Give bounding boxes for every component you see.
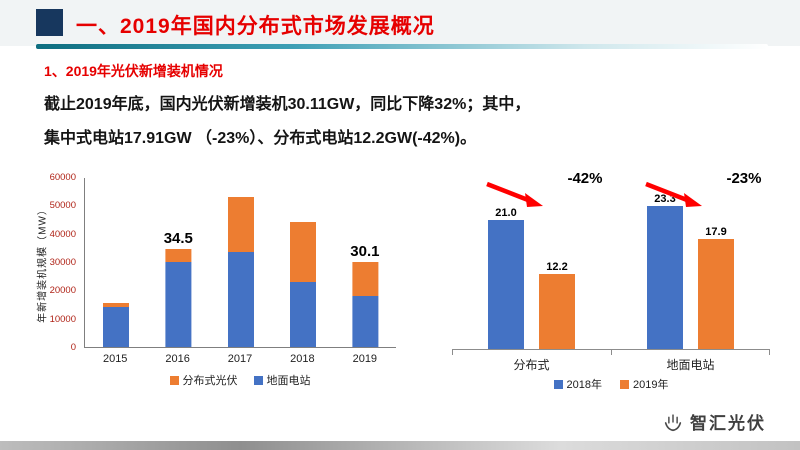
- bar-rect: [647, 205, 683, 349]
- y-tick-label: 0: [70, 342, 76, 353]
- stacked-bar-2016: 34.5: [147, 178, 209, 347]
- right-chart-plot: 21.0 12.2 -42% 23.3 17.9 -23%: [452, 170, 770, 355]
- bar-value-label: 23.3: [654, 192, 676, 205]
- bottom-bar: [0, 441, 800, 450]
- segment-distributed: [165, 249, 192, 262]
- left-chart-plot: 34.5 30.1: [84, 178, 396, 348]
- legend-swatch: [620, 379, 629, 389]
- legend-item: 2019年: [620, 376, 668, 392]
- segment-distributed: [103, 303, 130, 308]
- y-tick-label: 10000: [49, 313, 76, 325]
- bar-group-分布式: 21.0 12.2 -42%: [452, 170, 611, 349]
- segment-distributed: [289, 222, 316, 282]
- left-chart: 年新增装机规模（MW） 0 10000 20000 30000 40000 50000 60…: [26, 160, 428, 388]
- x-tick-label: 2016: [165, 353, 190, 365]
- body-line-1: 截止2019年底，国内光伏新增装机30.11GW，同比下降32%；其中，: [44, 96, 531, 113]
- right-chart: 21.0 12.2 -42% 23.3 17.9 -23% 分布式 地面电站 2018年 20…: [446, 168, 776, 391]
- bar-stack: [289, 222, 316, 347]
- body-text: 截止2019年底，国内光伏新增装机30.11GW，同比下降32%；其中， 集中式…: [44, 88, 530, 157]
- left-chart-legend: 分布式光伏 地面电站: [84, 372, 396, 388]
- logo-text: 智汇光伏: [690, 414, 766, 433]
- legend-label: 分布式光伏: [182, 375, 238, 387]
- bar-total-label: 34.5: [163, 230, 193, 248]
- segment-ground: [165, 262, 192, 347]
- segment-distributed: [227, 196, 254, 253]
- y-tick-label: 50000: [49, 200, 76, 212]
- right-chart-legend: 2018年 2019年: [452, 376, 770, 392]
- x-axis-tick: [769, 350, 770, 355]
- legend-label: 2018年: [566, 379, 602, 391]
- y-tick-label: 30000: [49, 257, 76, 268]
- stacked-bar-2015: [85, 178, 147, 347]
- zhihui-pv-logo: 智汇光伏: [662, 409, 766, 434]
- legend-item: 2018年: [553, 376, 602, 392]
- segment-ground: [351, 296, 378, 347]
- bar-2019年: 12.2: [539, 190, 575, 349]
- y-tick-label: 40000: [49, 228, 76, 240]
- legend-swatch: [169, 375, 179, 385]
- x-axis-tick: [611, 350, 612, 355]
- bar-stack: [103, 303, 130, 347]
- decline-percent-label: -42%: [567, 170, 603, 187]
- title-decoration-square: [36, 9, 63, 36]
- bar-rect: [539, 273, 575, 349]
- stacked-bar-2017: [209, 178, 271, 347]
- bar-value-label: 21.0: [495, 206, 517, 219]
- bar-rect: [698, 238, 734, 349]
- bar-group-地面电站: 23.3 17.9 -23%: [611, 170, 770, 349]
- body-line-2: 集中式电站17.91GW （-23%）、分布式电站12.2GW(-42%)。: [44, 130, 477, 148]
- legend-item: 分布式光伏: [169, 372, 238, 388]
- right-chart-xlabels: 分布式 地面电站: [452, 356, 770, 373]
- left-chart-xlabels: 2015 2016 2017 2018 2019: [84, 353, 396, 365]
- bar-rect: [488, 219, 524, 349]
- decline-annotation: -42%: [457, 170, 607, 216]
- bar-2018年: 21.0: [488, 190, 524, 349]
- bar-stack: [227, 196, 254, 347]
- x-tick-label: 2019: [352, 353, 378, 365]
- bar-total-label: 30.1: [350, 242, 380, 260]
- bar-value-label: 12.2: [546, 260, 568, 273]
- x-axis-tick: [452, 350, 453, 355]
- page-title: 一、2019年国内分布式市场发展概况: [76, 15, 435, 38]
- bar-2019年: 17.9: [698, 190, 734, 349]
- x-tick-label: 2018: [290, 353, 315, 365]
- hand-logo-icon: [664, 413, 682, 431]
- left-chart-yticks: 0 10000 20000 30000 40000 50000 60000: [26, 173, 80, 353]
- legend-label: 地面电站: [266, 375, 311, 387]
- y-tick-label: 20000: [49, 285, 76, 297]
- segment-ground: [103, 307, 130, 347]
- category-label: 分布式: [513, 358, 550, 372]
- segment-distributed: [351, 261, 378, 297]
- decline-annotation: -23%: [616, 170, 766, 216]
- section-subtitle: 1、2019年光伏新增装机情况: [44, 63, 223, 79]
- header-band: [0, 0, 800, 46]
- bar-stack: 30.1: [350, 242, 380, 347]
- legend-label: 2019年: [633, 379, 669, 391]
- bar-value-label: 17.9: [705, 225, 727, 238]
- segment-ground: [289, 281, 316, 347]
- stacked-bar-2018: [272, 178, 334, 347]
- stacked-bar-2019: 30.1: [334, 178, 396, 347]
- segment-ground: [227, 252, 254, 347]
- x-tick-label: 2017: [227, 353, 253, 365]
- legend-swatch: [553, 379, 563, 389]
- y-tick-label: 60000: [49, 172, 76, 183]
- bar-stack: 34.5: [164, 230, 193, 347]
- legend-swatch: [253, 375, 263, 385]
- header-divider-line: [36, 44, 768, 49]
- legend-item: 地面电站: [253, 372, 311, 388]
- bar-2018年: 23.3: [647, 190, 683, 349]
- decline-percent-label: -23%: [726, 170, 762, 187]
- x-tick-label: 2015: [102, 353, 128, 365]
- category-label: 地面电站: [666, 358, 715, 372]
